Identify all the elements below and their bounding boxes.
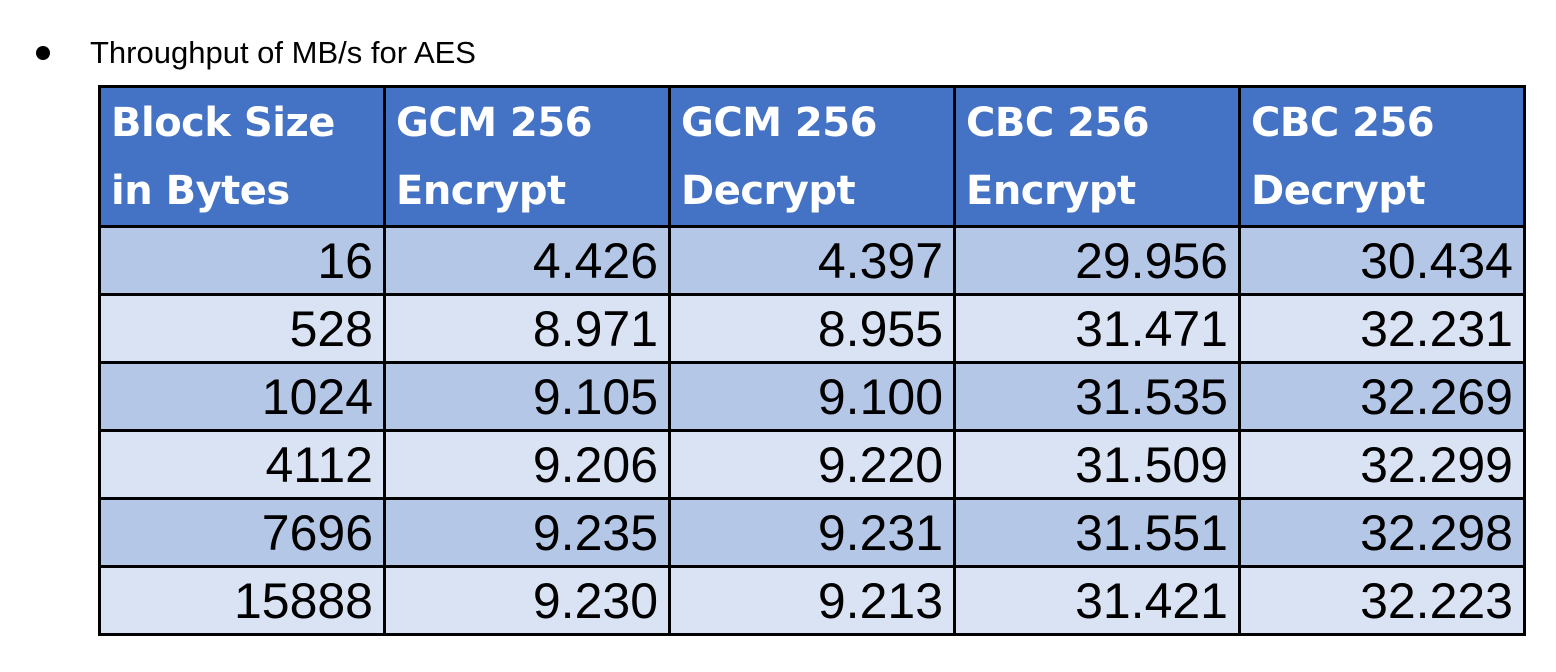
- header-line: in Bytes: [111, 167, 290, 214]
- header-cbc-decrypt: CBC 256 Decrypt: [1238, 85, 1526, 228]
- cell-block-size: 7696: [98, 497, 386, 568]
- cell-gcm-encrypt: 9.230: [383, 565, 671, 636]
- bullet-item: Throughput of MB/s for AES: [34, 30, 476, 76]
- header-line: Encrypt: [396, 167, 566, 214]
- cell-cbc-encrypt: 31.509: [953, 429, 1241, 500]
- cell-cbc-encrypt: 31.471: [953, 293, 1241, 364]
- header-line: Block Size: [111, 99, 335, 146]
- header-line: Decrypt: [681, 167, 856, 214]
- aes-throughput-table: Block Size in Bytes GCM 256 Encrypt GCM …: [98, 85, 1526, 636]
- table-header-row: Block Size in Bytes GCM 256 Encrypt GCM …: [98, 85, 1526, 228]
- cell-cbc-encrypt: 31.535: [953, 361, 1241, 432]
- cell-block-size: 4112: [98, 429, 386, 500]
- cell-cbc-decrypt: 32.298: [1238, 497, 1526, 568]
- table-row: 16 4.426 4.397 29.956 30.434: [98, 225, 1526, 296]
- cell-gcm-decrypt: 9.100: [668, 361, 956, 432]
- cell-cbc-decrypt: 32.299: [1238, 429, 1526, 500]
- cell-gcm-decrypt: 4.397: [668, 225, 956, 296]
- cell-gcm-decrypt: 9.213: [668, 565, 956, 636]
- cell-cbc-decrypt: 32.223: [1238, 565, 1526, 636]
- table-row: 1024 9.105 9.100 31.535 32.269: [98, 361, 1526, 432]
- header-gcm-decrypt: GCM 256 Decrypt: [668, 85, 956, 228]
- cell-cbc-encrypt: 31.421: [953, 565, 1241, 636]
- cell-block-size: 1024: [98, 361, 386, 432]
- header-line: Decrypt: [1251, 167, 1426, 214]
- cell-gcm-decrypt: 9.231: [668, 497, 956, 568]
- cell-block-size: 15888: [98, 565, 386, 636]
- table-row: 4112 9.206 9.220 31.509 32.299: [98, 429, 1526, 500]
- header-line: CBC 256: [966, 99, 1150, 146]
- cell-gcm-encrypt: 9.206: [383, 429, 671, 500]
- header-line: CBC 256: [1251, 99, 1435, 146]
- table-row: 7696 9.235 9.231 31.551 32.298: [98, 497, 1526, 568]
- header-gcm-encrypt: GCM 256 Encrypt: [383, 85, 671, 228]
- table-row: 528 8.971 8.955 31.471 32.231: [98, 293, 1526, 364]
- header-line: GCM 256: [396, 99, 592, 146]
- cell-block-size: 16: [98, 225, 386, 296]
- cell-gcm-encrypt: 8.971: [383, 293, 671, 364]
- cell-cbc-encrypt: 29.956: [953, 225, 1241, 296]
- bullet-icon: [36, 46, 50, 60]
- cell-cbc-decrypt: 30.434: [1238, 225, 1526, 296]
- cell-gcm-encrypt: 9.105: [383, 361, 671, 432]
- header-cbc-encrypt: CBC 256 Encrypt: [953, 85, 1241, 228]
- header-block-size: Block Size in Bytes: [98, 85, 386, 228]
- cell-gcm-decrypt: 9.220: [668, 429, 956, 500]
- cell-cbc-decrypt: 32.231: [1238, 293, 1526, 364]
- cell-block-size: 528: [98, 293, 386, 364]
- cell-cbc-decrypt: 32.269: [1238, 361, 1526, 432]
- header-line: Encrypt: [966, 167, 1136, 214]
- header-line: GCM 256: [681, 99, 877, 146]
- cell-gcm-encrypt: 4.426: [383, 225, 671, 296]
- cell-gcm-encrypt: 9.235: [383, 497, 671, 568]
- table-row: 15888 9.230 9.213 31.421 32.223: [98, 565, 1526, 636]
- cell-cbc-encrypt: 31.551: [953, 497, 1241, 568]
- bullet-text: Throughput of MB/s for AES: [90, 35, 476, 70]
- cell-gcm-decrypt: 8.955: [668, 293, 956, 364]
